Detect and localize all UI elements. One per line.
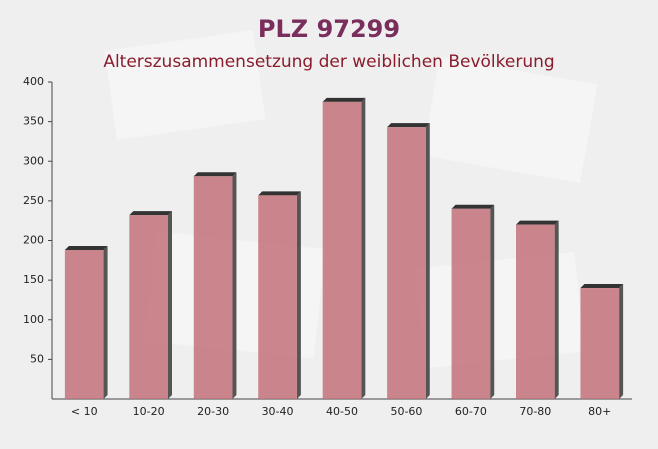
bar-top (129, 211, 172, 216)
bar (193, 176, 233, 399)
bar-side (554, 220, 559, 399)
y-tick-label: 300 (23, 154, 44, 167)
bar-side (619, 284, 624, 399)
y-tick-label: 50 (30, 352, 44, 365)
bar (516, 224, 555, 399)
bar-top (516, 220, 559, 225)
x-tick-label: 40-50 (326, 405, 358, 418)
y-tick-label: 250 (23, 194, 44, 207)
bar-side (490, 204, 495, 399)
bar-side (232, 172, 237, 399)
bar-top (322, 97, 366, 102)
bar-side (296, 191, 301, 399)
bar-side (168, 211, 172, 399)
x-tick-label: 50-60 (390, 405, 422, 418)
bar-top (387, 123, 430, 128)
y-tick-label: 100 (23, 313, 44, 326)
bar-top (451, 204, 495, 209)
x-tick-label: 80+ (588, 405, 611, 418)
x-tick-label: 60-70 (455, 405, 487, 418)
bar (322, 101, 362, 399)
y-tick-label: 350 (23, 115, 44, 128)
bar (580, 288, 620, 399)
bar (64, 250, 104, 399)
bar (451, 208, 491, 399)
bar-side (425, 123, 430, 400)
y-tick-label: 200 (23, 234, 44, 247)
x-tick-label: 70-80 (519, 405, 551, 418)
bar-top (580, 284, 624, 289)
bar (258, 195, 297, 399)
x-tick-label: < 10 (71, 405, 98, 418)
bar (129, 215, 168, 399)
x-tick-label: 30-40 (262, 405, 294, 418)
bar-top (193, 172, 237, 177)
chart-subtitle: Alterszusammensetzung der weiblichen Bev… (103, 52, 554, 72)
chart-title: PLZ 97299 (258, 15, 400, 43)
x-tick-label: 10-20 (133, 405, 165, 418)
bar-side (103, 246, 108, 399)
y-tick-label: 150 (23, 273, 44, 286)
y-tick-label: 400 (23, 75, 44, 88)
x-tick-label: 20-30 (197, 405, 229, 418)
bar (387, 127, 426, 400)
bar-top (64, 246, 108, 251)
bar-side (361, 97, 366, 399)
bar-top (258, 191, 301, 196)
